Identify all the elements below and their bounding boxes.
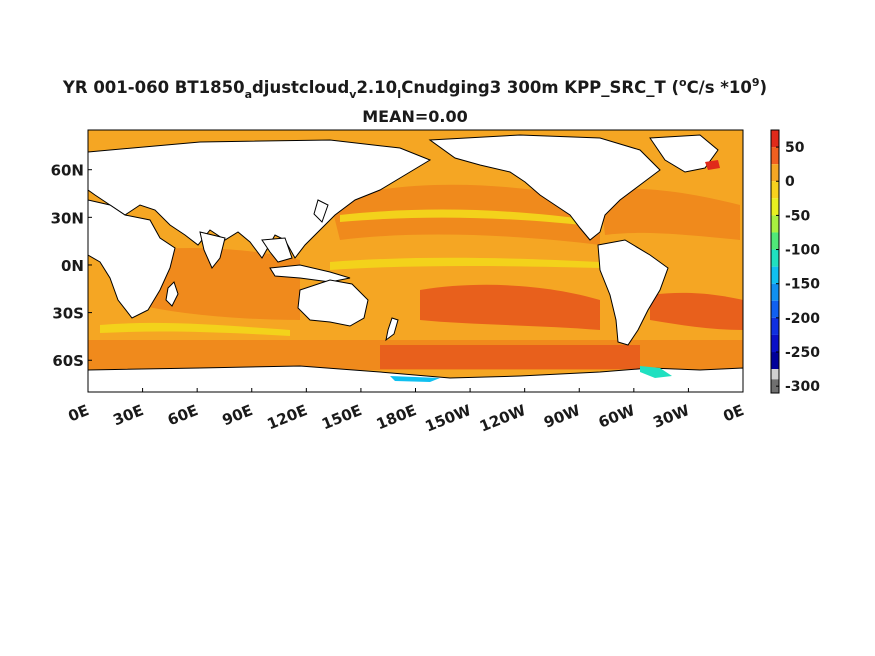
landmass-africa	[88, 199, 176, 319]
colorbar-segment	[771, 334, 779, 353]
colorbar-segment	[771, 215, 779, 233]
lat-axis: 60N 30N 0N 30S 60S	[51, 162, 92, 370]
lon-tick-label: 90W	[541, 401, 583, 432]
lon-axis: 0E 30E 60E 90E 120E 150E 180E 150W 120W 90W 60W 30W…	[66, 388, 747, 436]
lon-tick-label: 120E	[265, 401, 310, 433]
indian-yellow-band	[100, 322, 290, 336]
indian-ocean-warm	[140, 248, 300, 320]
plot-title: YR 001-060 BT1850adjustcloudv2.10ICnudgi…	[62, 76, 768, 101]
colorbar-tick-label: -250	[785, 345, 820, 361]
colorbar-frame	[770, 129, 780, 394]
colorbar-tick-label: 0	[785, 174, 795, 190]
colorbar-segment	[771, 283, 779, 301]
landmass-north-america	[428, 134, 661, 241]
colorbar-tick-label: -150	[785, 277, 820, 293]
colorbar-segment	[771, 379, 779, 393]
land-masses	[88, 134, 743, 392]
labrador-sea-anomaly	[705, 160, 720, 170]
colorbar-tick-label: -200	[785, 311, 820, 327]
colorbar-segment	[771, 352, 779, 370]
lon-tick-label: 60W	[596, 401, 638, 432]
weddell-sea-anomaly	[640, 366, 672, 378]
colorbar-segment	[771, 181, 779, 199]
lon-tick-label: 120W	[477, 401, 529, 436]
colorbar-segment	[771, 249, 779, 267]
landmass-madagascar	[165, 281, 179, 307]
landmass-india	[199, 231, 226, 269]
colorbar-tick-label: -300	[785, 379, 820, 395]
ross-sea-anomaly	[390, 376, 440, 382]
landmass-greenland	[649, 134, 719, 173]
colorbar: 50 0 -50 -100 -150 -200 -250 -300	[770, 129, 820, 395]
lat-tick-label: 60N	[51, 162, 84, 180]
colorbar-segment	[771, 164, 779, 182]
lon-tick-label: 90E	[220, 401, 256, 429]
landmass-indonesia	[269, 264, 351, 283]
colorbar-segment	[771, 147, 779, 165]
lat-tick-label: 30N	[51, 209, 84, 227]
north-pacific-yellow	[340, 209, 590, 226]
lat-tick-label: 30S	[52, 305, 84, 323]
landmass-australia	[297, 279, 369, 327]
colorbar-segment	[771, 130, 779, 148]
lon-tick-label: 30W	[650, 401, 692, 432]
southern-ocean-hot-band	[380, 345, 640, 369]
landmass-south-america	[597, 239, 669, 346]
lon-tick-label: 0E	[66, 401, 92, 425]
colorbar-segment	[771, 300, 779, 318]
colorbar-tick-label: -100	[785, 243, 820, 259]
landmass-japan	[313, 199, 329, 223]
mean-label: MEAN=0.00	[362, 107, 468, 126]
landmass-eurasia	[88, 139, 432, 259]
colorbar-segment	[771, 369, 779, 380]
lon-tick-label: 180E	[374, 401, 419, 433]
lon-tick-label: 150E	[319, 401, 364, 433]
map-field	[88, 130, 743, 392]
atlantic-warm	[600, 188, 740, 240]
colorbar-tick-label: -50	[785, 208, 811, 224]
equatorial-yellow-band	[330, 257, 600, 270]
lat-tick-label: 0N	[61, 257, 84, 275]
lat-tick-label: 60S	[52, 352, 84, 370]
south-atlantic-hot	[650, 292, 743, 330]
colorbar-segment	[771, 266, 779, 284]
colorbar-segment	[771, 317, 779, 335]
lon-tick-label: 0E	[721, 401, 747, 425]
lon-tick-label: 60E	[165, 401, 201, 429]
landmass-indochina	[261, 237, 293, 263]
lon-tick-label: 150W	[422, 401, 474, 436]
colorbar-segment	[771, 232, 779, 250]
landmass-new-zealand	[385, 317, 399, 342]
pacific-hot-region	[420, 284, 600, 330]
lon-tick-label: 30E	[110, 401, 146, 429]
colorbar-segment	[771, 198, 779, 216]
colorbar-tick-label: 50	[785, 140, 805, 156]
